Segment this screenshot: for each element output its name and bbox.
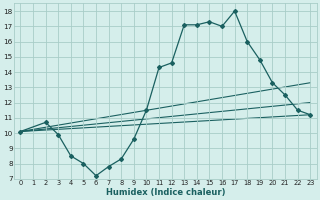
X-axis label: Humidex (Indice chaleur): Humidex (Indice chaleur) (106, 188, 225, 197)
